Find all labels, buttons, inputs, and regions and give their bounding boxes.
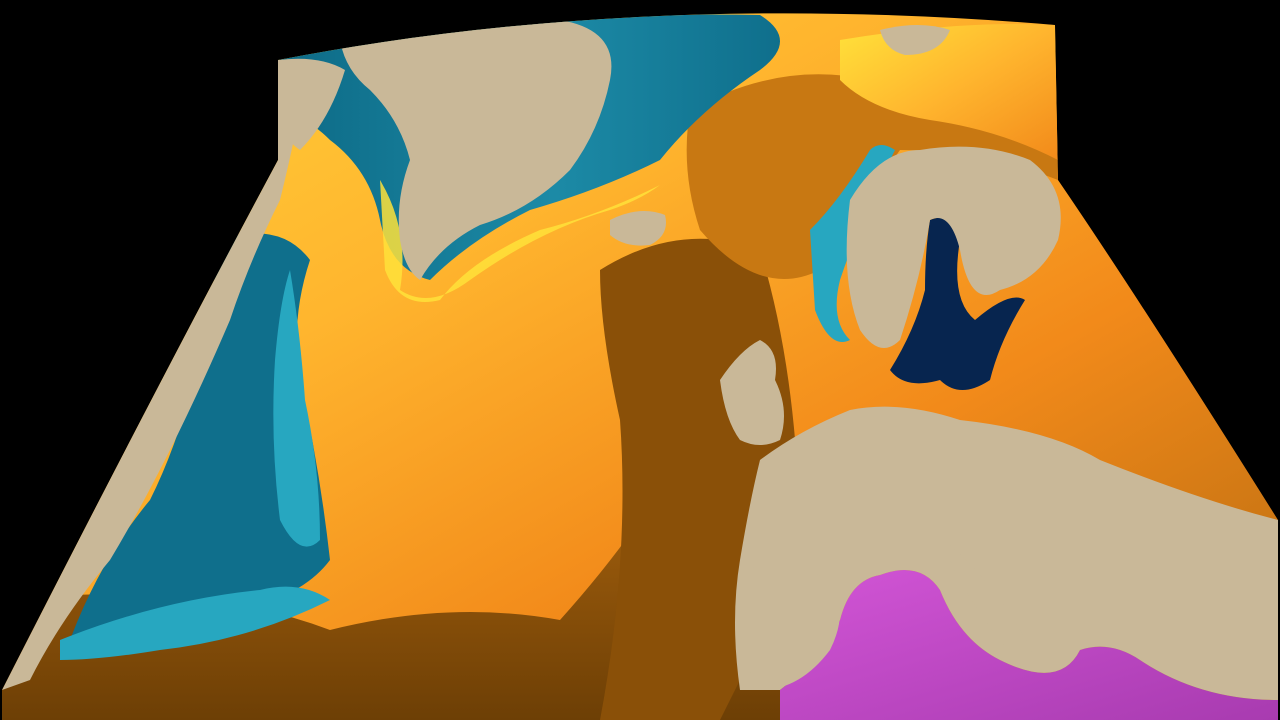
labrador-shelf-light (273, 270, 320, 547)
scandinavia (846, 146, 1061, 348)
labrador-shelf (70, 233, 330, 641)
east-greenland-current (380, 180, 660, 302)
scotian-shelf (60, 586, 330, 660)
europe (735, 406, 1278, 700)
italy (950, 545, 1034, 670)
british-isles (720, 340, 784, 445)
iceland (610, 211, 666, 246)
barents-sea (840, 24, 1058, 160)
canadian-arctic (278, 58, 345, 150)
mediterranean-sea (780, 570, 1278, 720)
baltic-sea (890, 217, 1025, 390)
iberia (740, 566, 840, 690)
greenland (340, 19, 612, 281)
svalbard (880, 25, 950, 55)
